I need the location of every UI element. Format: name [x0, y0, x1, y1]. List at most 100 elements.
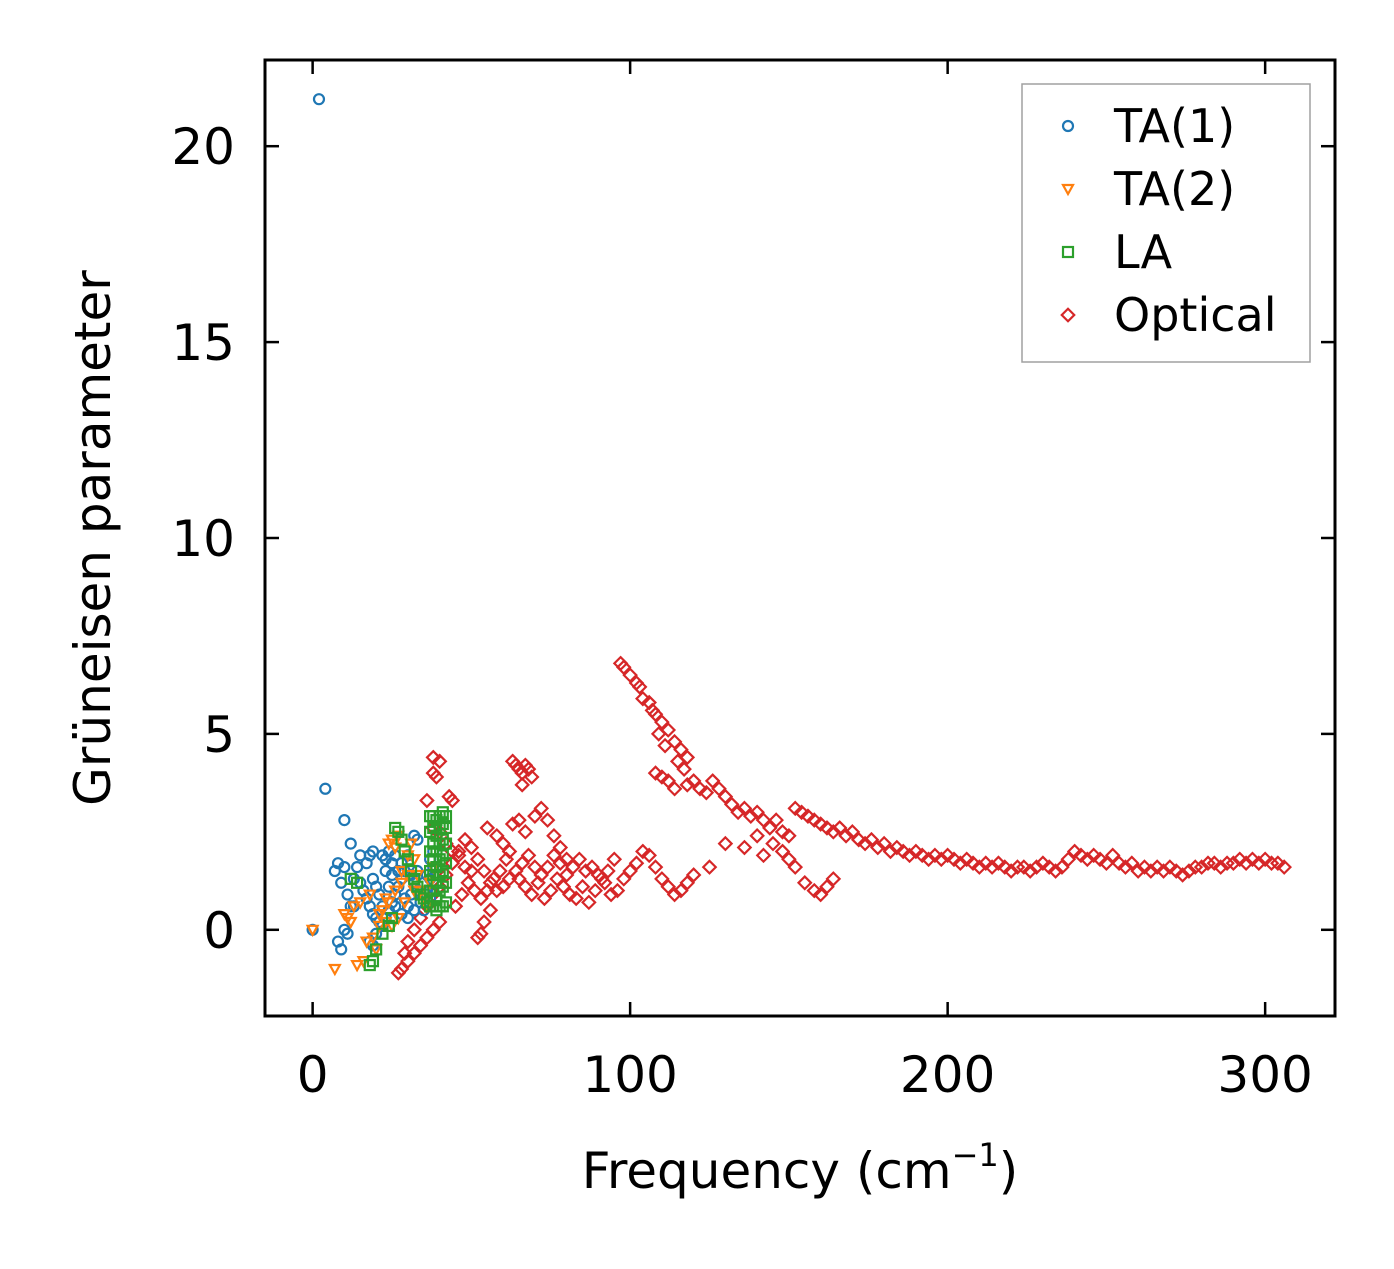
data-point	[536, 890, 553, 907]
data-point	[388, 842, 403, 855]
data-point	[439, 857, 453, 870]
data-point	[1263, 855, 1280, 872]
data-point	[479, 820, 496, 836]
data-point	[408, 904, 421, 917]
y-tick-label: 20	[171, 118, 235, 176]
data-point	[517, 824, 534, 840]
data-point	[552, 839, 569, 856]
data-point	[1085, 847, 1102, 864]
data-point	[397, 897, 412, 910]
data-point	[492, 863, 508, 879]
data-point	[869, 839, 886, 856]
data-point	[344, 837, 357, 850]
data-point	[517, 878, 534, 895]
data-point	[1219, 855, 1235, 872]
data-point	[819, 820, 835, 836]
data-point	[571, 851, 588, 868]
data-point	[1244, 851, 1261, 868]
data-point	[1028, 859, 1045, 875]
y-tick-label: 10	[171, 510, 235, 568]
data-point	[501, 871, 518, 887]
data-point	[439, 896, 453, 909]
data-point	[781, 827, 797, 844]
data-point	[482, 902, 499, 919]
data-point	[508, 863, 524, 879]
data-point	[1187, 859, 1204, 875]
data-point	[698, 784, 715, 801]
data-point	[347, 901, 361, 914]
data-point	[1200, 855, 1216, 872]
data-point	[469, 851, 486, 868]
data-point	[439, 876, 453, 889]
data-point	[749, 827, 765, 844]
data-point	[463, 839, 480, 856]
data-point	[514, 855, 530, 872]
data-point	[428, 769, 445, 785]
data-point	[495, 835, 511, 852]
data-point	[889, 839, 905, 856]
data-point	[558, 851, 575, 868]
data-point	[1143, 863, 1159, 879]
data-point	[469, 929, 486, 946]
data-point	[723, 796, 740, 813]
data-point	[641, 847, 657, 864]
data-point	[527, 859, 543, 875]
data-point	[666, 780, 683, 797]
legend-marker-optical	[1060, 307, 1076, 323]
data-point	[1250, 855, 1267, 872]
data-point	[390, 965, 407, 981]
data-point	[584, 859, 600, 875]
data-point	[1149, 859, 1166, 875]
data-point	[666, 733, 683, 750]
data-point	[520, 847, 537, 864]
data-point	[628, 855, 645, 872]
data-point	[736, 800, 753, 817]
legend-label: TA(2)	[1113, 162, 1235, 216]
data-point	[381, 897, 396, 910]
data-point	[622, 863, 638, 879]
data-point	[654, 714, 670, 730]
data-point	[676, 761, 692, 777]
data-point	[863, 831, 880, 848]
data-point	[1181, 863, 1197, 879]
data-point	[1092, 851, 1108, 868]
data-point	[482, 874, 499, 891]
data-point	[850, 831, 867, 848]
data-point	[398, 845, 411, 858]
data-point	[404, 838, 418, 851]
data-point	[615, 659, 632, 676]
data-point	[504, 816, 521, 832]
data-point	[971, 859, 988, 875]
axis-ticks: 0 100 200 300 0 5 10 15 20	[171, 60, 1335, 1104]
data-point	[1212, 859, 1229, 875]
data-point	[401, 911, 414, 925]
data-point	[335, 943, 348, 956]
data-point	[673, 882, 689, 899]
data-point	[343, 916, 358, 930]
data-point	[819, 878, 835, 895]
data-point	[419, 929, 435, 946]
data-point	[400, 933, 416, 950]
data-point	[657, 737, 673, 754]
data-point	[312, 93, 326, 106]
data-point	[692, 780, 708, 797]
data-point	[425, 749, 442, 766]
data-point	[562, 886, 578, 903]
data-point	[501, 843, 518, 860]
data-point	[958, 851, 975, 868]
data-point	[1066, 843, 1083, 860]
data-point	[1276, 859, 1293, 875]
data-point	[574, 878, 591, 895]
data-point	[920, 851, 937, 868]
data-point	[392, 825, 405, 838]
data-point	[1022, 863, 1038, 879]
data-point	[511, 812, 527, 828]
data-point	[395, 833, 408, 846]
data-point	[341, 927, 354, 940]
data-point	[901, 847, 918, 864]
data-point	[603, 886, 619, 903]
data-point	[396, 945, 413, 962]
data-point	[439, 810, 453, 823]
data-point	[457, 831, 473, 848]
